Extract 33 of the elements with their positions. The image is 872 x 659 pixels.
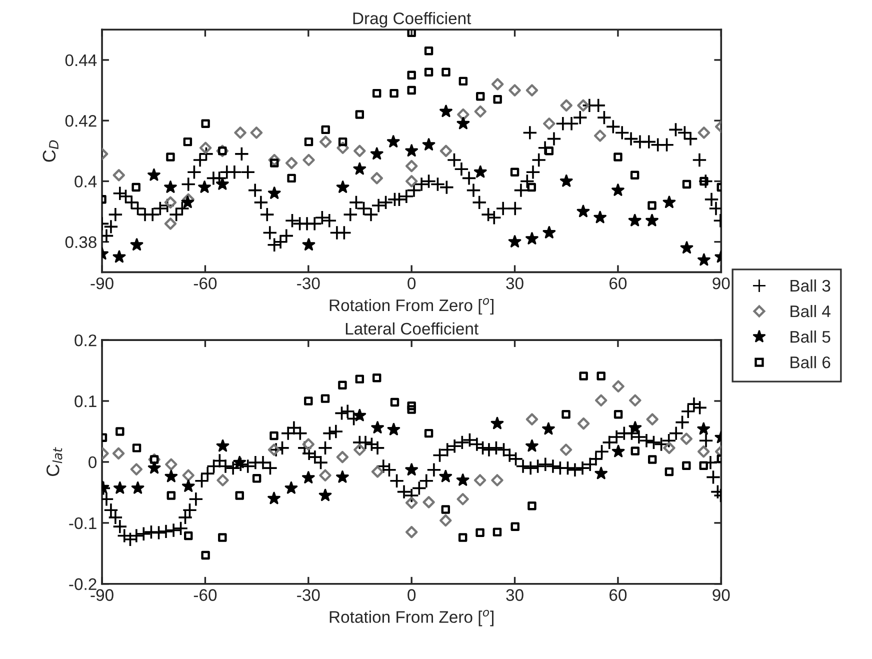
x-tick-label: 90 <box>712 589 730 601</box>
chart-title: Drag Coefficient <box>353 12 472 28</box>
x-tick-label: -30 <box>297 277 320 290</box>
x-tick-label: -30 <box>297 589 320 601</box>
x-tick-label: 60 <box>610 589 627 601</box>
x-tick-label: 0 <box>408 589 416 601</box>
x-axis-title: Rotation From Zero [$^{o}$] <box>330 610 494 626</box>
x-tick-label: -90 <box>90 589 114 601</box>
y-tick-label: 0.1 <box>74 395 96 408</box>
x-tick-label: 60 <box>610 277 627 290</box>
y-tick-label: 0.42 <box>65 115 96 127</box>
x-tick-label: 30 <box>506 277 524 290</box>
y-tick-label: -0.2 <box>69 578 96 590</box>
x-tick-label: 90 <box>712 277 730 290</box>
x-axis-title: Rotation From Zero [$^{o}$] <box>330 298 494 314</box>
legend-label: Ball 3 <box>790 279 830 292</box>
y-tick-label: 0 <box>88 456 97 468</box>
chart-title: Lateral Coefficient <box>346 322 478 335</box>
x-tick-label: 30 <box>506 589 524 601</box>
x-tick-label: 0 <box>408 277 416 290</box>
y-tick-label: 0.38 <box>65 236 96 248</box>
y-tick-label: 0.44 <box>65 54 97 66</box>
y-axis-title: C$_{lat}$ <box>46 447 62 476</box>
legend-label: Ball 6 <box>790 356 830 368</box>
x-tick-label: -90 <box>90 277 114 290</box>
legend-label: Ball 4 <box>790 304 830 318</box>
y-tick-label: 0.4 <box>74 176 97 188</box>
y-tick-label: -0.1 <box>69 517 96 530</box>
x-tick-label: -60 <box>194 589 217 601</box>
y-tick-label: 0.2 <box>74 334 96 346</box>
y-axis-title: C$_{D}$ <box>42 140 58 162</box>
legend-label: Ball 5 <box>790 330 830 343</box>
x-tick-label: -60 <box>194 277 217 290</box>
